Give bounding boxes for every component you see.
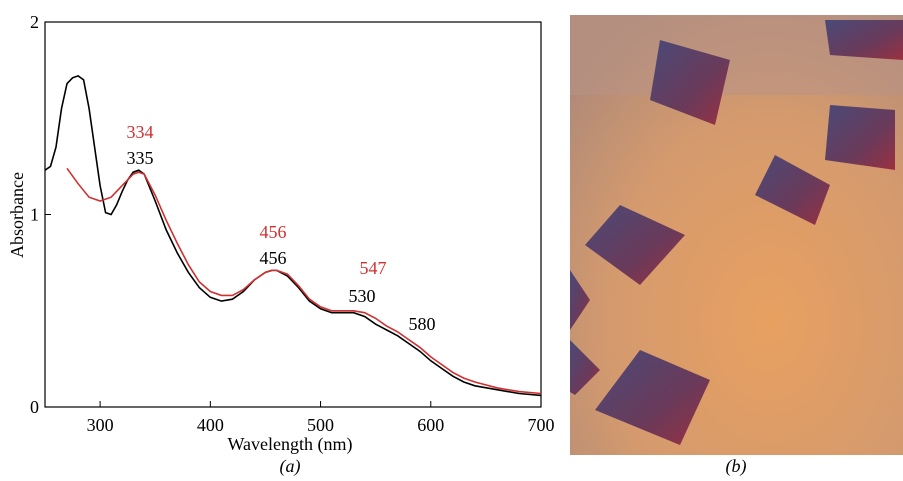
x-tick-label: 500 bbox=[307, 415, 334, 435]
x-tick-label: 700 bbox=[528, 415, 555, 435]
x-tick-label: 600 bbox=[417, 415, 444, 435]
panel-label: (b) bbox=[726, 456, 747, 477]
photo bbox=[570, 15, 903, 455]
y-tick-label: 2 bbox=[30, 12, 39, 32]
annotation: 456 bbox=[260, 248, 287, 268]
x-tick-label: 300 bbox=[87, 415, 114, 435]
annotation: 456 bbox=[260, 222, 287, 242]
annotation: 334 bbox=[127, 122, 154, 142]
annotation: 580 bbox=[409, 314, 436, 334]
x-axis-label: Wavelength (nm) bbox=[227, 434, 352, 455]
annotation: 335 bbox=[127, 148, 154, 168]
y-axis-label: Absorbance bbox=[7, 172, 27, 258]
series-line bbox=[66, 167, 542, 395]
plot-frame bbox=[44, 21, 542, 408]
x-tick-label: 400 bbox=[197, 415, 224, 435]
y-tick-label: 0 bbox=[30, 397, 39, 417]
series-line bbox=[44, 75, 542, 397]
annotation: 547 bbox=[360, 258, 387, 278]
annotation: 530 bbox=[349, 286, 376, 306]
y-tick-label: 1 bbox=[30, 205, 39, 225]
panel-label: (a) bbox=[280, 456, 301, 477]
